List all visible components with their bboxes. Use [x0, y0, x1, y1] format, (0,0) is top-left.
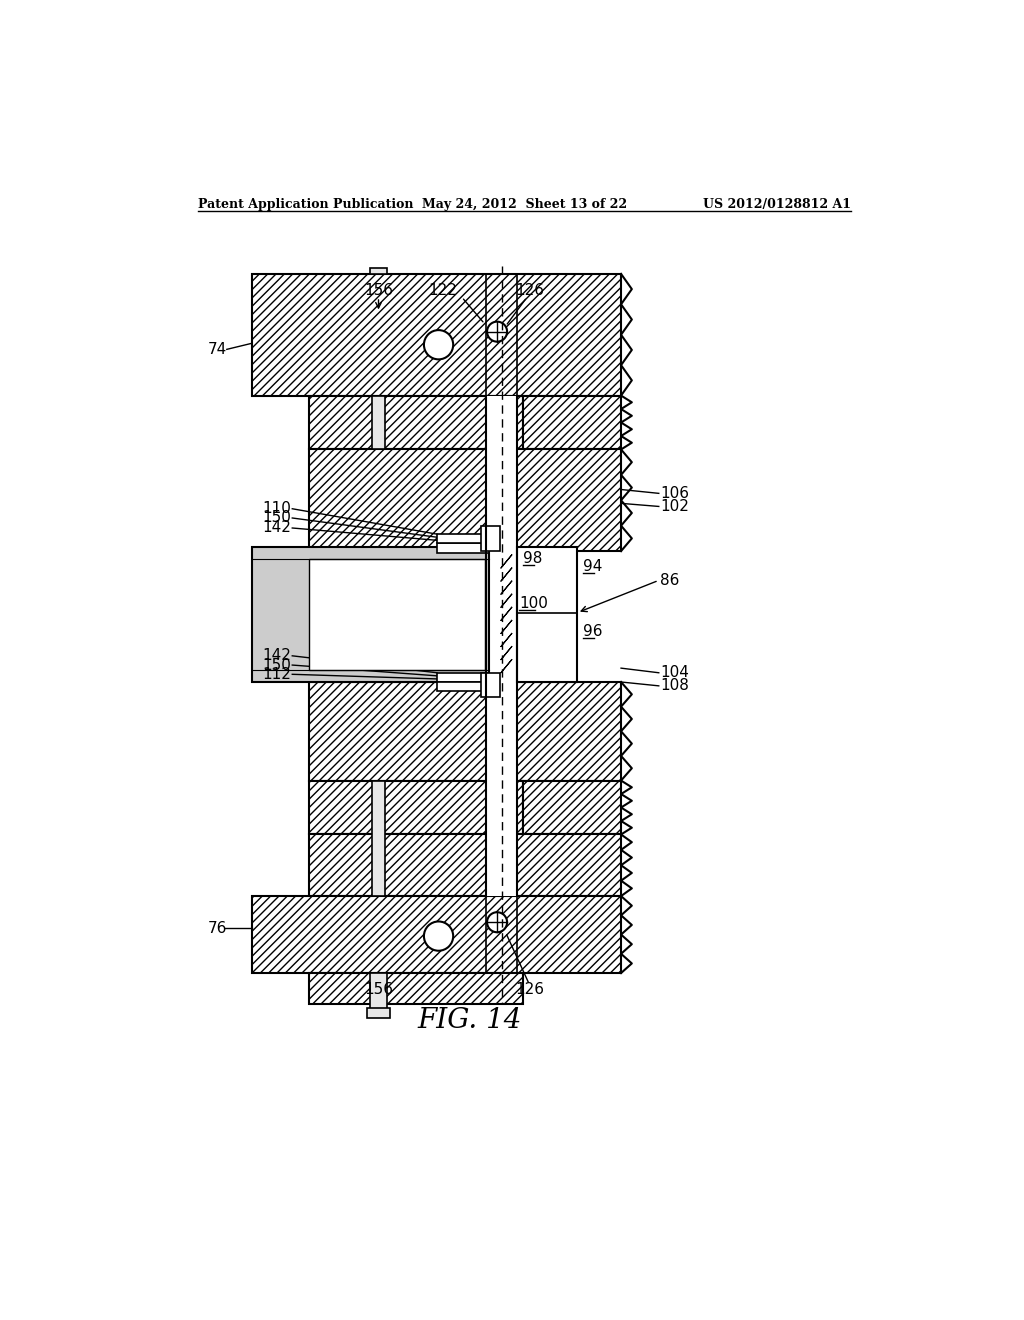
Text: 100: 100 [519, 595, 548, 611]
Circle shape [424, 921, 454, 950]
Text: 96: 96 [584, 624, 603, 639]
Bar [309, 682, 621, 780]
Text: 86: 86 [660, 573, 680, 587]
Bar [309, 558, 484, 671]
Text: 94: 94 [584, 558, 603, 574]
Text: US 2012/0128812 A1: US 2012/0128812 A1 [703, 198, 851, 211]
Text: 108: 108 [660, 678, 689, 693]
Bar [523, 780, 621, 834]
Circle shape [487, 912, 507, 932]
Text: 102: 102 [660, 499, 689, 513]
Text: 150: 150 [262, 511, 291, 525]
Bar [252, 896, 621, 973]
Bar [437, 535, 489, 544]
Text: 104: 104 [660, 665, 689, 680]
Bar [252, 548, 488, 682]
Text: 74: 74 [208, 342, 226, 356]
Bar [437, 682, 489, 692]
Bar [481, 527, 500, 552]
Bar [309, 834, 621, 896]
Text: 110: 110 [262, 502, 291, 516]
Text: 112: 112 [262, 667, 291, 682]
Bar [309, 780, 523, 834]
Text: 98: 98 [523, 552, 543, 566]
Bar [309, 396, 523, 449]
Text: Patent Application Publication: Patent Application Publication [199, 198, 414, 211]
Text: 106: 106 [660, 486, 689, 500]
Bar [373, 396, 385, 449]
Bar [370, 268, 387, 275]
Bar [309, 450, 621, 552]
Bar [367, 1007, 390, 1018]
Text: 76: 76 [208, 921, 227, 936]
Text: 142: 142 [262, 648, 291, 664]
Bar [252, 275, 621, 396]
Text: 126: 126 [515, 284, 545, 298]
Bar [486, 396, 517, 896]
Bar [481, 673, 500, 697]
Text: 150: 150 [262, 657, 291, 673]
Text: May 24, 2012  Sheet 13 of 22: May 24, 2012 Sheet 13 of 22 [422, 198, 628, 211]
Text: 156: 156 [364, 284, 393, 298]
Text: 142: 142 [262, 520, 291, 536]
Bar [523, 396, 621, 449]
Circle shape [424, 330, 454, 359]
Text: 156: 156 [364, 982, 393, 998]
Bar [437, 544, 489, 553]
Text: FIG. 14: FIG. 14 [417, 1007, 521, 1035]
Bar [370, 973, 387, 1011]
Text: 126: 126 [515, 982, 545, 998]
Bar [517, 548, 578, 682]
Bar [437, 673, 489, 682]
Bar [309, 973, 523, 1003]
Text: 122: 122 [428, 284, 457, 298]
Circle shape [487, 322, 507, 342]
Bar [373, 780, 385, 896]
